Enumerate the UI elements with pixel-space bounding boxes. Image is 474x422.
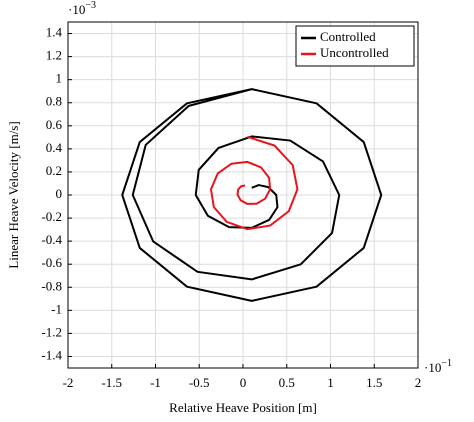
x-tick-label: 0	[240, 375, 247, 390]
x-tick-label: 1	[327, 375, 334, 390]
legend-label: Uncontrolled	[320, 45, 389, 60]
x-multiplier-base: ·10	[424, 360, 441, 375]
y-axis-label: Linear Heave Velocity [m/s]	[6, 121, 21, 268]
x-tick-label: 0.5	[279, 375, 295, 390]
y-tick-label: 0.2	[46, 163, 62, 178]
x-tick-label: -0.5	[189, 375, 210, 390]
y-tick-label: 1	[56, 71, 63, 86]
x-tick-label: 2	[415, 375, 422, 390]
x-tick-label: -1	[150, 375, 161, 390]
plot-frame	[67, 21, 419, 369]
legend-label: Controlled	[320, 29, 376, 44]
y-tick-label: -1.2	[41, 324, 62, 339]
x-multiplier-exponent: −1	[441, 358, 452, 369]
y-tick-label: 0.6	[46, 117, 63, 132]
y-tick-label: 0	[56, 186, 63, 201]
y-multiplier: ·10−3	[68, 0, 96, 17]
x-axis-label: Relative Heave Position [m]	[169, 400, 317, 415]
y-tick-label: -1	[51, 301, 62, 316]
series-line	[209, 135, 299, 231]
y-tick-label: -0.4	[41, 232, 62, 247]
y-multiplier-base: ·10	[68, 2, 85, 17]
y-tick-label: -1.4	[41, 347, 62, 362]
y-tick-label: 0.8	[46, 94, 62, 109]
y-tick-label: -0.8	[41, 278, 62, 293]
x-tick-label: -2	[63, 375, 74, 390]
x-tick-label: -1.5	[101, 375, 122, 390]
legend-box	[295, 25, 415, 67]
y-tick-label: -0.2	[41, 209, 62, 224]
y-tick-label: 0.4	[46, 140, 63, 155]
x-tick-label: 1.5	[366, 375, 382, 390]
y-tick-label: -0.6	[41, 255, 62, 270]
y-multiplier-exponent: −3	[85, 0, 96, 11]
x-multiplier: ·10−1	[424, 358, 452, 375]
y-tick-label: 1.2	[46, 48, 62, 63]
y-tick-label: 1.4	[46, 25, 63, 40]
